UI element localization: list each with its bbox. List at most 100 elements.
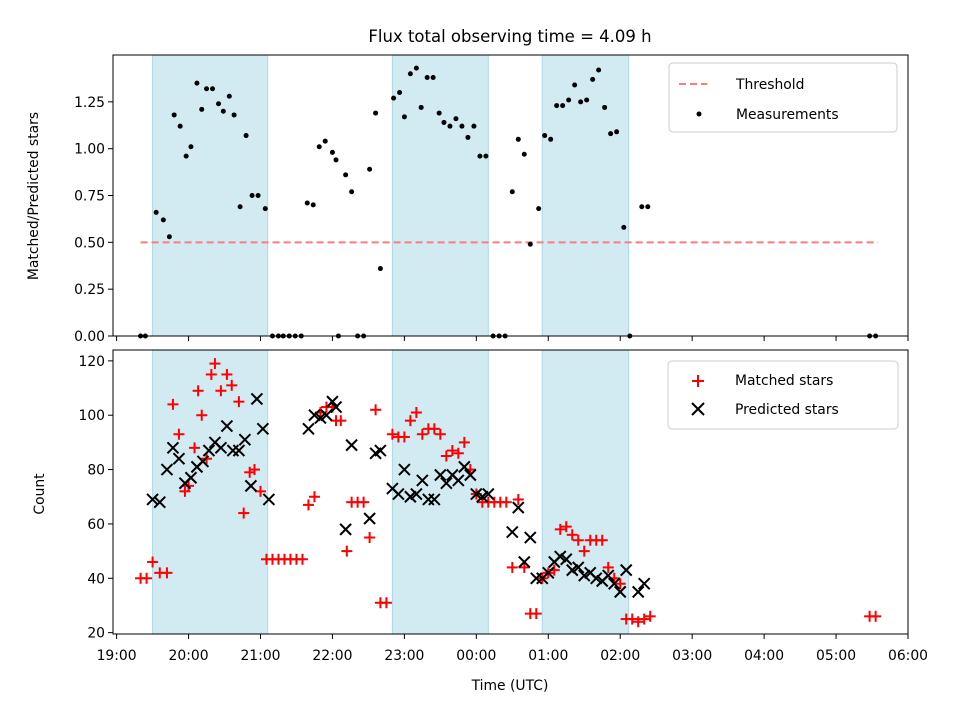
matched-star-point: [370, 404, 382, 416]
predicted-star-point: [146, 493, 159, 506]
measurement-point: [183, 153, 189, 159]
matched-star-point: [870, 610, 882, 622]
matched-star-point: [254, 485, 266, 497]
measurement-point: [171, 112, 177, 118]
measurement-point: [572, 82, 578, 88]
legend-bottom: Matched stars Predicted stars: [667, 360, 899, 430]
y-tick-label: 0.75: [74, 189, 105, 205]
measurement-point: [645, 204, 651, 210]
predicted-star-point: [256, 422, 270, 436]
measurement-point: [566, 97, 572, 103]
measurement-point: [548, 136, 554, 142]
predicted-star-point: [166, 441, 180, 455]
matched-star-point: [506, 561, 518, 573]
matched-star-point: [428, 423, 440, 435]
predicted-star-point: [302, 422, 315, 436]
measurement-point: [590, 76, 596, 82]
matched-star-point: [632, 616, 644, 628]
measurement-point: [471, 123, 477, 129]
measurement-point: [515, 136, 521, 142]
matched-star-point: [380, 597, 392, 609]
y-tick-label: 60: [87, 517, 105, 533]
matched-star-point: [141, 572, 153, 584]
y-tick-label: 0.00: [74, 329, 105, 345]
predicted-star-point: [153, 495, 166, 509]
shaded-interval: [391, 54, 489, 337]
predicted-star-point: [326, 395, 339, 408]
measurement-point: [542, 133, 548, 139]
x-tick-label: 22:00: [312, 648, 352, 664]
measurement-point: [584, 97, 590, 103]
predicted-star-point: [244, 479, 258, 493]
legend-label-threshold: Threshold: [735, 77, 804, 93]
predicted-star-point: [238, 433, 252, 446]
predicted-star-point: [440, 476, 453, 490]
predicted-star-point: [363, 512, 376, 525]
matched-star-point: [458, 436, 470, 448]
measurement-point: [436, 110, 442, 116]
predicted-star-point: [196, 455, 210, 468]
matched-star-point: [434, 428, 446, 440]
measurement-point: [231, 112, 237, 118]
predicted-star-point: [458, 460, 471, 474]
measurement-point: [459, 123, 465, 129]
matched-star-point: [308, 491, 320, 503]
predicted-star-point: [602, 569, 615, 582]
measurement-point: [602, 104, 608, 110]
matched-star-point: [638, 613, 650, 625]
axes-frame-bottom: [112, 349, 909, 635]
matched-star-point: [215, 385, 227, 397]
measurement-point: [397, 89, 403, 95]
predicted-star-point: [184, 471, 198, 484]
predicted-star-point: [637, 577, 651, 590]
predicted-star-point: [506, 525, 519, 539]
shaded-interval: [541, 54, 630, 337]
measurement-point: [483, 153, 489, 159]
predicted-star-point: [452, 474, 465, 487]
predicted-star-point: [434, 468, 447, 482]
matched-star-point: [147, 556, 159, 568]
y-axis-label-bottom: Count: [32, 473, 48, 515]
matched-star-point: [518, 561, 530, 573]
x-tick-label: 02:00: [600, 648, 640, 664]
measurement-point: [255, 193, 261, 198]
x-axis-label: Time (UTC): [471, 678, 549, 694]
matched-star-point: [335, 415, 347, 427]
measurement-point: [596, 67, 602, 73]
x-tick-label: 19:00: [97, 648, 137, 664]
x-tick-label: 04:00: [744, 648, 784, 664]
measurement-point: [373, 110, 379, 116]
measurement-point: [401, 114, 407, 120]
predicted-star-point: [464, 468, 477, 482]
predicted-star-point: [339, 523, 352, 536]
x-tick-label: 00:00: [456, 648, 496, 664]
matched-star-point: [398, 431, 410, 443]
predicted-star-point: [631, 585, 645, 599]
shaded-intervals-bottom: [152, 349, 630, 635]
matched-star-point: [226, 379, 238, 391]
matched-star-point: [512, 493, 524, 505]
y-tick-label: 20: [87, 626, 105, 642]
predicted-star-point: [320, 409, 333, 422]
measurement-point: [153, 209, 159, 215]
legend-label-measurements: Measurements: [736, 107, 839, 123]
y-tick-label: 1.00: [74, 142, 105, 158]
predicted-star-point: [172, 452, 186, 465]
matched-star-point: [233, 396, 245, 408]
plot-area-bottom: [135, 358, 882, 628]
y-axis-label-top: Matched/Predicted stars: [26, 112, 42, 280]
measurement-point: [199, 106, 205, 112]
matched-star-point: [452, 447, 464, 459]
measurement-point: [367, 166, 373, 172]
matched-star-point: [173, 428, 185, 440]
matched-star-point: [161, 567, 173, 579]
predicted-star-point: [398, 463, 411, 476]
measurement-point: [210, 86, 216, 92]
y-tick-label: 100: [78, 408, 105, 424]
axes-top: 0.00 0.25 0.50 0.75 1.00 1.25: [74, 95, 909, 345]
measurement-point: [509, 189, 515, 195]
predicted-star-point: [160, 463, 174, 476]
legend-label-matched: Matched stars: [735, 373, 833, 389]
measurement-point: [560, 103, 566, 109]
